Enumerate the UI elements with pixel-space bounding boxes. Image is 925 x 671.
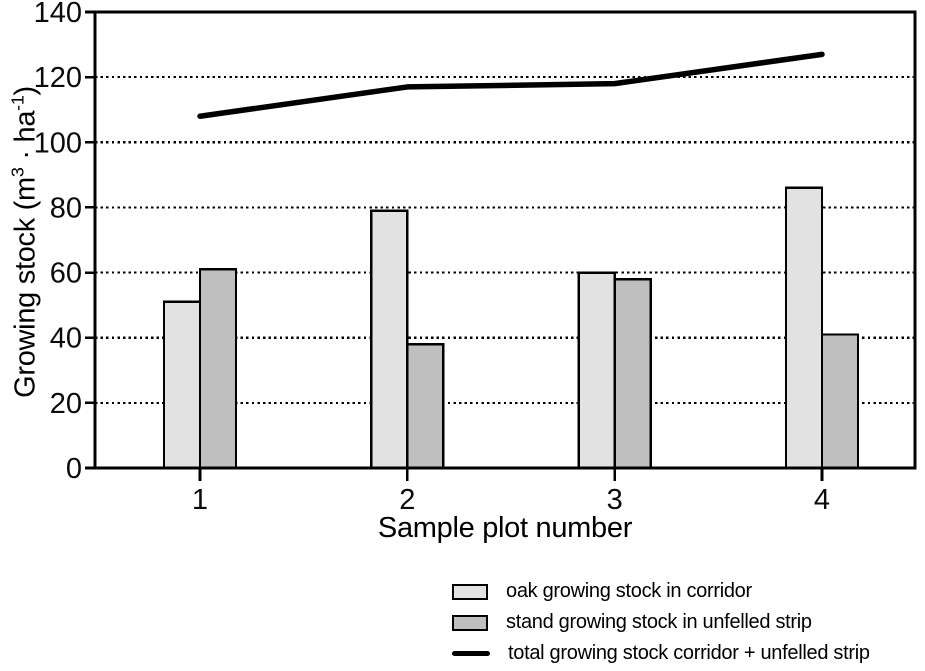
bar-stand-plot1	[198, 268, 238, 470]
x-tick-label: 1	[192, 484, 208, 516]
y-axis-title-mid: · ha	[9, 110, 42, 168]
bar-oak-plot2	[370, 209, 409, 470]
y-tick-label: 40	[50, 323, 82, 355]
legend-label-oak: oak growing stock in corridor	[506, 580, 752, 602]
bar-oak-plot1	[162, 300, 202, 470]
bar-stand-plot4	[820, 333, 860, 470]
legend-item-total: total growing stock corridor + unfelled …	[452, 642, 870, 665]
y-tick-label: 140	[34, 0, 82, 29]
bar-oak-plot4	[784, 186, 824, 470]
bar-stand-plot3	[613, 277, 652, 470]
legend-swatch-oak-icon	[452, 583, 488, 600]
x-tick-label: 3	[607, 484, 623, 516]
legend-label-total: total growing stock corridor + unfelled …	[508, 642, 870, 664]
y-tick-label: 0	[66, 453, 82, 485]
bar-stand-plot2	[406, 343, 445, 470]
y-tick-label: 80	[50, 192, 82, 224]
x-tick-label: 4	[814, 484, 830, 516]
total-line	[197, 51, 825, 119]
y-axis-title: Growing stock (m3 · ha-1)	[8, 86, 43, 398]
legend-item-oak: oak growing stock in corridor	[452, 580, 870, 603]
legend-item-stand: stand growing stock in unfelled strip	[452, 611, 870, 634]
y-axis-title-close: )	[9, 86, 42, 96]
legend-swatch-stand-icon	[452, 614, 488, 631]
y-axis-title-text: Growing stock (m	[9, 177, 42, 398]
y-axis-title-sup-inverse: -1	[7, 95, 28, 111]
bar-oak-plot3	[577, 271, 616, 470]
y-axis-title-sup-cubed: 3	[7, 167, 28, 178]
x-tick-label: 2	[399, 484, 415, 516]
legend-label-stand: stand growing stock in unfelled strip	[506, 611, 812, 633]
y-tick-label: 20	[50, 388, 82, 420]
x-axis-title: Sample plot number	[377, 512, 633, 544]
plot-area: 0 20 40 60 80 100 120 140 1 2 3 4	[34, 0, 917, 516]
y-tick-label: 120	[34, 62, 82, 94]
legend: oak growing stock in corridor stand grow…	[452, 580, 870, 665]
legend-line-icon	[452, 651, 490, 656]
y-tick-label: 100	[34, 127, 82, 159]
y-tick-label: 60	[50, 258, 82, 290]
